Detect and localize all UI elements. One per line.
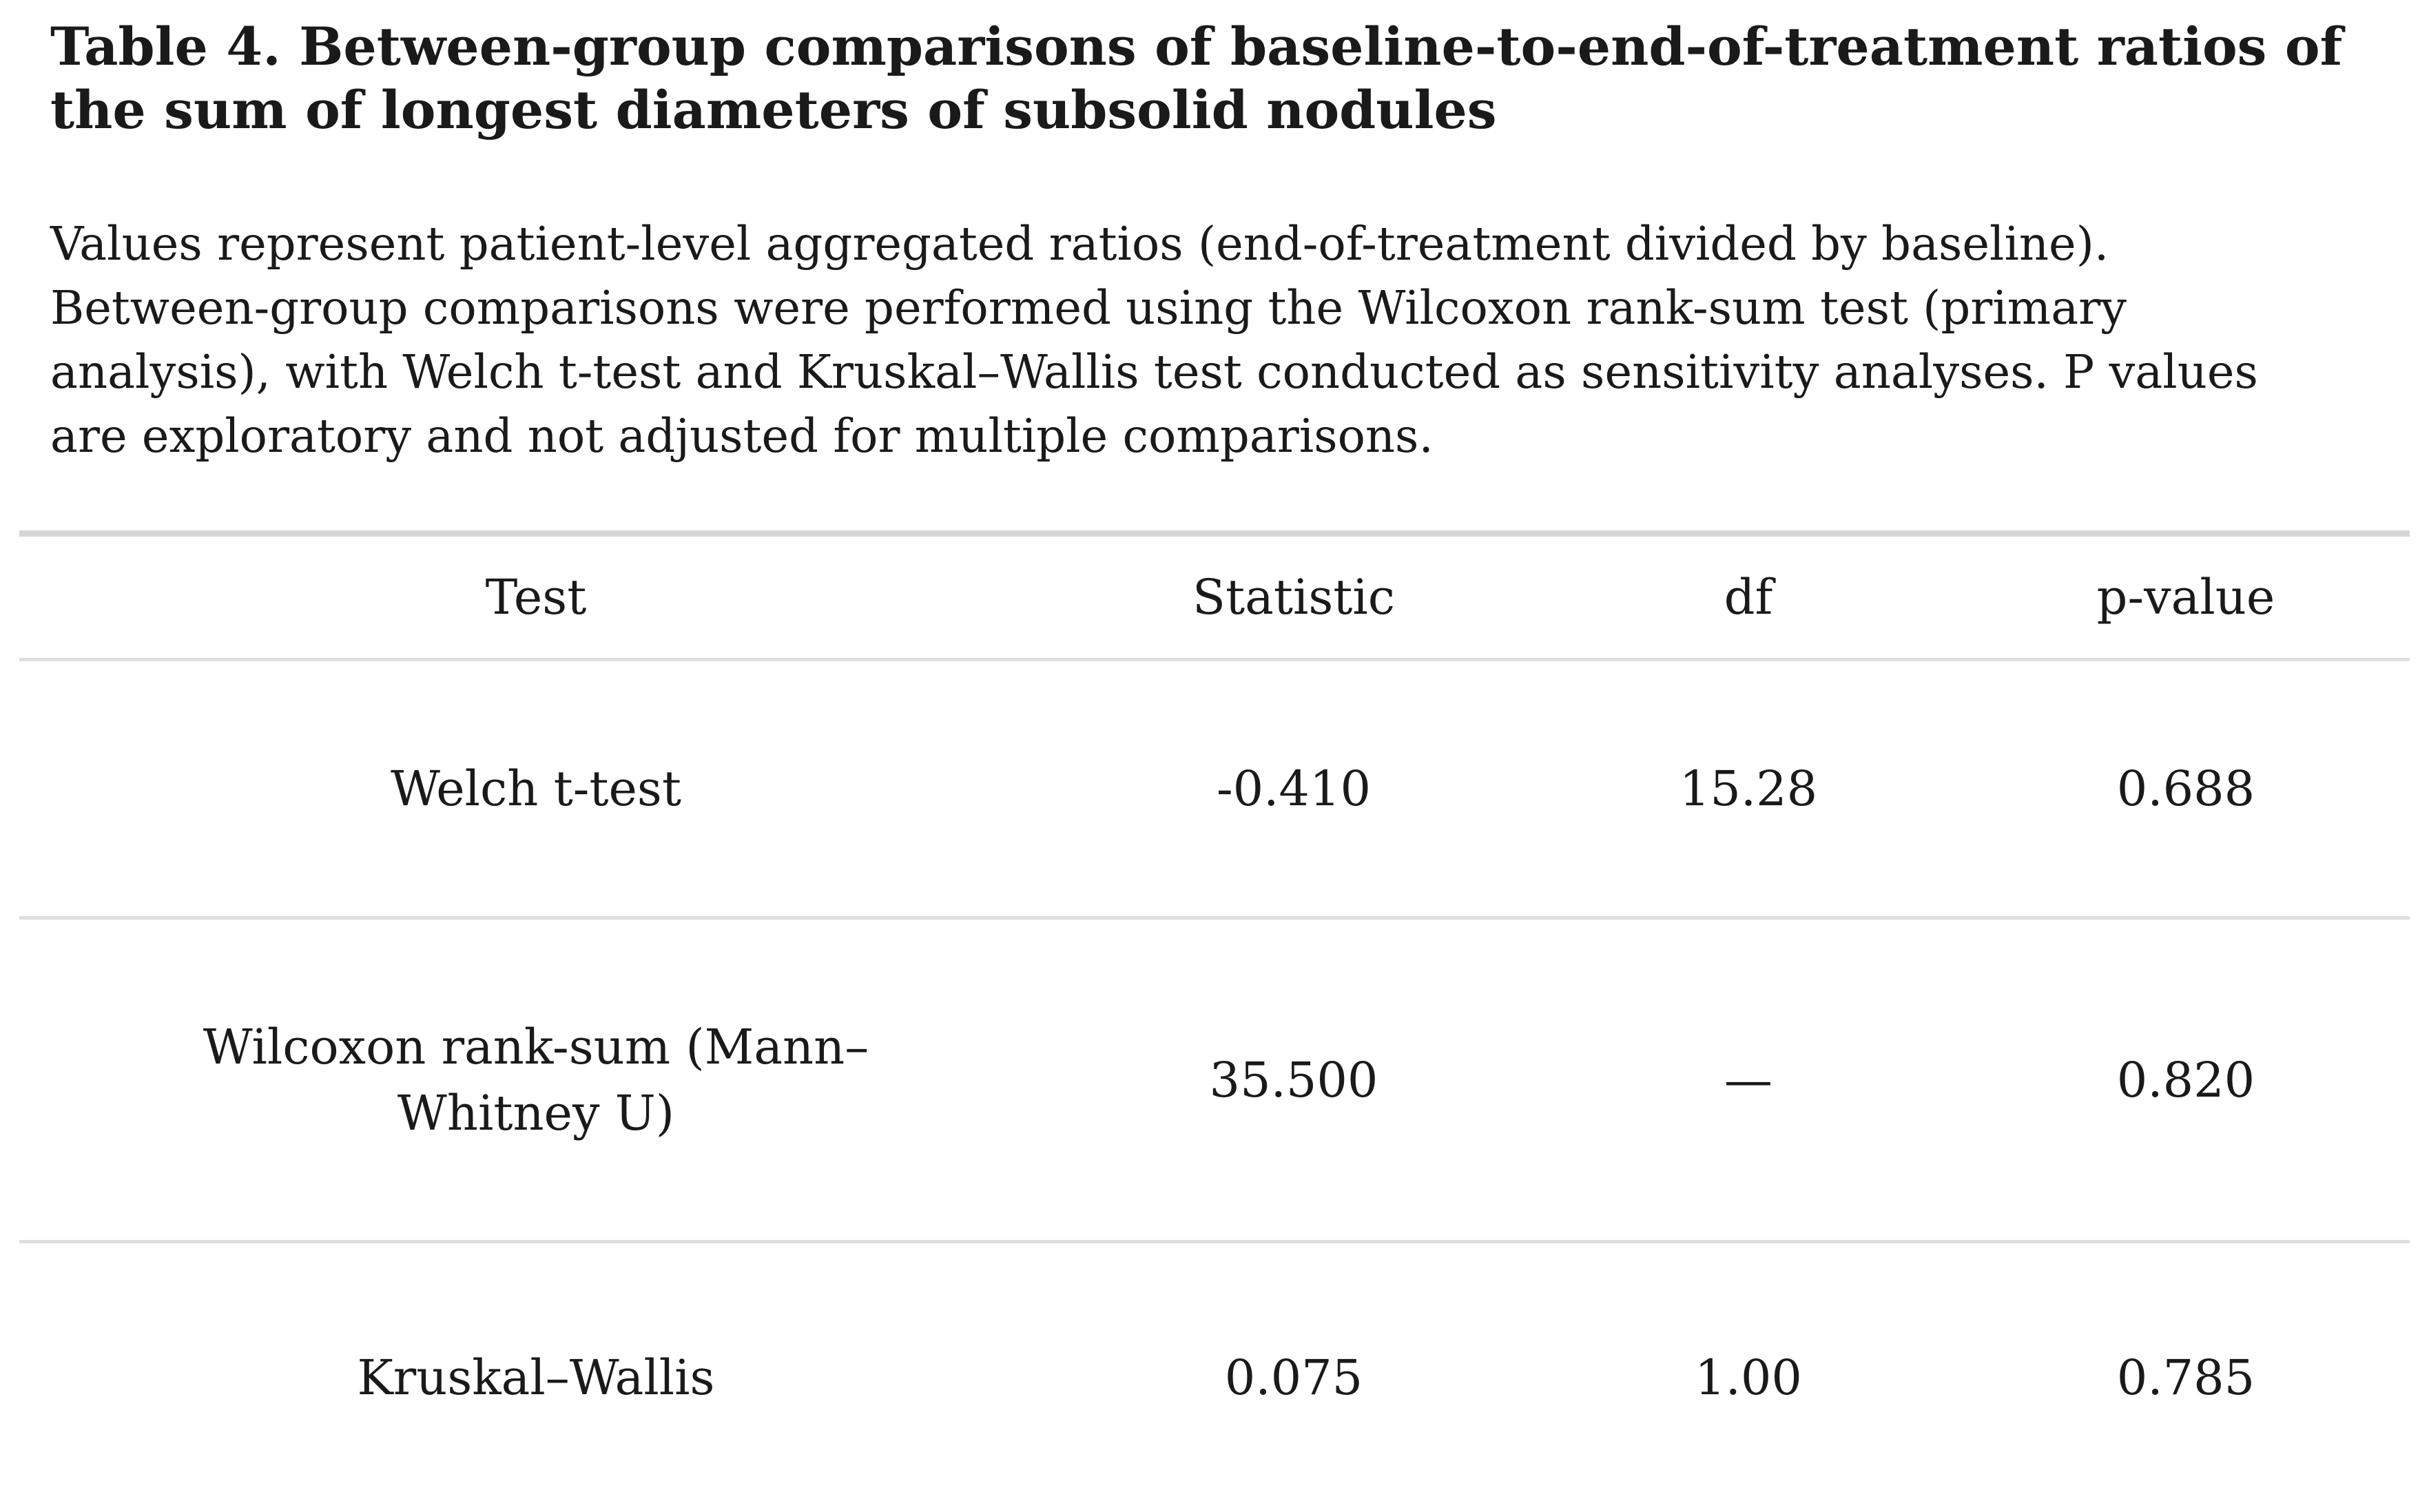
test-name: Wilcoxon rank-sum (Mann–Whitney U) [157,1014,915,1146]
table-note: Values represent patient-level aggregate… [50,212,2324,468]
table-title: Table 4. Between-group comparisons of ba… [50,15,2379,142]
test-name: Welch t-test [391,756,681,822]
cell-p-value: 0.820 [1962,918,2410,1242]
column-header-statistic: Statistic [1053,534,1535,660]
cell-df: — [1535,918,1962,1242]
test-name: Kruskal–Wallis [358,1345,715,1411]
column-header-p-value: p-value [1962,534,2410,660]
header-row: Test Statistic df p-value [19,534,2410,660]
column-header-test: Test [19,534,1053,660]
table-row: Welch t-test -0.410 15.28 0.688 [19,660,2410,918]
table-row: Wilcoxon rank-sum (Mann–Whitney U) 35.50… [19,918,2410,1242]
cell-test: Wilcoxon rank-sum (Mann–Whitney U) [19,918,1053,1242]
table-body: Welch t-test -0.410 15.28 0.688 Wilcoxon… [19,660,2410,1512]
table-header: Test Statistic df p-value [19,534,2410,660]
cell-df: 15.28 [1535,660,1962,918]
cell-statistic: -0.410 [1053,660,1535,918]
cell-statistic: 35.500 [1053,918,1535,1242]
cell-test: Kruskal–Wallis [19,1242,1053,1512]
column-header-df: df [1535,534,1962,660]
cell-test: Welch t-test [19,660,1053,918]
cell-df: 1.00 [1535,1242,1962,1512]
cell-p-value: 0.785 [1962,1242,2410,1512]
cell-statistic: 0.075 [1053,1242,1535,1512]
cell-p-value: 0.688 [1962,660,2410,918]
results-table: Test Statistic df p-value Welch t-test -… [19,530,2410,1512]
table-row: Kruskal–Wallis 0.075 1.00 0.785 [19,1242,2410,1512]
